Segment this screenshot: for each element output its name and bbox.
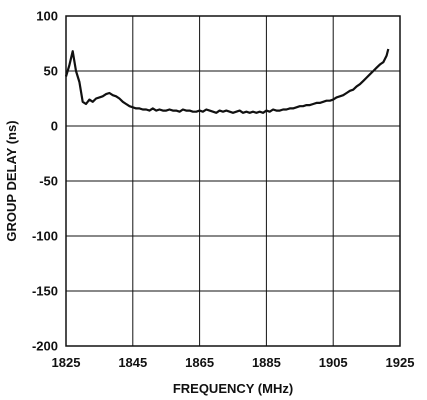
y-axis-ticks: 100 50 0 -50 -100 -150 -200 (32, 9, 58, 354)
plot-frame (65, 15, 401, 347)
x-tick-label: 1825 (52, 355, 81, 370)
y-tick-label: 0 (51, 119, 58, 134)
y-tick-label: -150 (32, 284, 58, 299)
y-axis-title: GROUP DELAY (ns) (4, 120, 19, 241)
x-axis-title: FREQUENCY (MHz) (173, 381, 293, 396)
x-tick-label: 1885 (252, 355, 281, 370)
series-line-group-delay (64, 48, 390, 114)
x-tick-label: 1845 (118, 355, 147, 370)
y-tick-label: -50 (39, 174, 58, 189)
x-axis-ticks: 1825 1845 1865 1885 1905 1925 (52, 355, 415, 370)
y-tick-label: -200 (32, 339, 58, 354)
y-tick-label: 100 (36, 9, 58, 24)
y-tick-label: 50 (44, 64, 58, 79)
x-tick-label: 1865 (185, 355, 214, 370)
chart-grid (65, 15, 401, 347)
x-tick-label: 1925 (386, 355, 415, 370)
x-tick-label: 1905 (319, 355, 348, 370)
y-tick-label: -100 (32, 229, 58, 244)
